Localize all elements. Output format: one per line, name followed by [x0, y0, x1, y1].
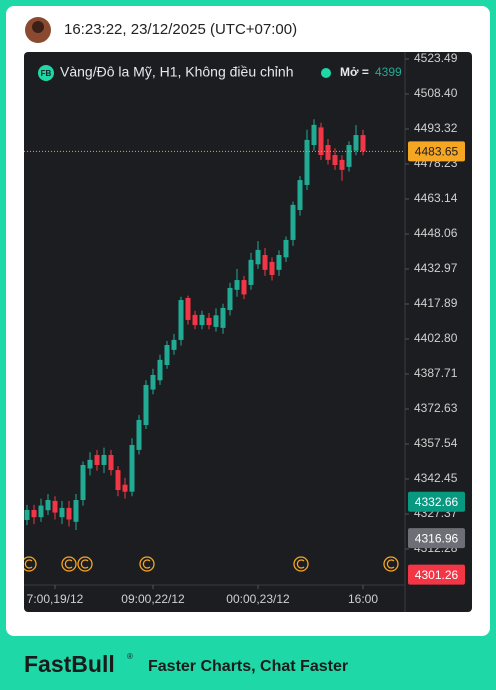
candle-body — [227, 287, 233, 310]
y-tick-label: 4493.32 — [414, 121, 458, 135]
price-badge-label: 4316.96 — [415, 531, 459, 545]
candle-body — [318, 127, 324, 156]
candle-body — [192, 314, 198, 326]
legend: FB Vàng/Đô la Mỹ, H1, Không điều chỉnh M… — [38, 64, 402, 81]
tagline: Faster Charts, Chat Faster — [148, 658, 348, 675]
events — [24, 556, 399, 572]
x-tick-label: 00:00,23/12 — [226, 592, 290, 606]
candle-body — [101, 455, 107, 465]
candle-body — [269, 261, 275, 275]
y-tick-label: 4342.45 — [414, 471, 458, 485]
candle-body — [339, 159, 345, 170]
price-badge — [408, 491, 465, 512]
axes: 4523.494508.404493.324478.234463.144448.… — [27, 51, 465, 606]
candle-body — [304, 139, 310, 185]
y-tick-label: 4402.80 — [414, 331, 458, 345]
candle-body — [290, 204, 296, 240]
brand-mark: ® — [127, 652, 133, 661]
legend-dot — [321, 68, 331, 78]
candle-body — [73, 500, 79, 522]
legend-symbol: Vàng/Đô la Mỹ, H1, Không điều chỉnh — [60, 64, 293, 80]
candle-body — [353, 135, 359, 151]
timestamp: 16:23:22, 23/12/2025 (UTC+07:00) — [64, 21, 297, 38]
y-tick-label: 4448.06 — [414, 226, 458, 240]
candle-body — [94, 455, 100, 465]
candle-body — [220, 307, 226, 328]
y-tick-label: 4432.97 — [414, 261, 458, 275]
candle-body — [38, 505, 44, 518]
candle-body — [115, 470, 121, 491]
candle-body — [262, 255, 268, 270]
candle-body — [171, 339, 177, 350]
y-tick-label: 4417.89 — [414, 296, 458, 310]
y-tick-label: 4463.14 — [414, 191, 458, 205]
candle-body — [199, 314, 205, 326]
candle-body — [255, 249, 261, 265]
candle-body — [241, 280, 247, 295]
candle-body — [157, 359, 163, 381]
legend-open-label: Mở = — [340, 65, 369, 79]
y-tick-label: 4372.63 — [414, 401, 458, 415]
candle-body — [59, 507, 65, 518]
avatar-face — [32, 21, 44, 33]
candle-body — [206, 317, 212, 326]
legend-icon — [38, 65, 54, 81]
price-badge-label: 4332.66 — [415, 495, 459, 509]
legend-open-value: 4399 — [375, 65, 402, 79]
candle-body — [143, 384, 149, 426]
candle-body — [24, 509, 30, 520]
price-badge-label: 4483.65 — [415, 145, 459, 159]
x-tick-label: 16:00 — [348, 592, 378, 606]
candle-body — [346, 145, 352, 167]
candle-body — [178, 300, 184, 340]
price-badge — [408, 141, 465, 162]
price-badge — [408, 564, 465, 585]
candle-body — [283, 239, 289, 258]
candle-body — [311, 124, 317, 146]
chart-panel — [24, 52, 472, 612]
candle-body — [108, 455, 114, 471]
candle-body — [360, 135, 366, 152]
candle-body — [45, 500, 51, 511]
candle-body — [52, 500, 58, 513]
y-tick-label: 4523.49 — [414, 51, 458, 65]
price-badge-label: 4301.26 — [415, 568, 459, 582]
candle-body — [276, 255, 282, 270]
brand: FastBull — [24, 651, 115, 677]
candle-body — [122, 484, 128, 492]
x-tick-label: 7:00,19/12 — [27, 592, 84, 606]
candle-body — [129, 445, 135, 492]
candle-body — [150, 374, 156, 390]
candle-body — [297, 180, 303, 210]
candle-body — [325, 145, 331, 160]
candle-body — [332, 155, 338, 165]
candle-body — [136, 419, 142, 450]
price-badge — [408, 528, 465, 549]
candle-body — [234, 280, 240, 290]
candle-body — [66, 507, 72, 520]
y-tick-label: 4387.71 — [414, 366, 458, 380]
candle-body — [80, 464, 86, 501]
candle-body — [87, 459, 93, 469]
candle-body — [31, 509, 37, 518]
y-tick-label: 4508.40 — [414, 86, 458, 100]
candle-body — [213, 315, 219, 327]
plot — [24, 119, 405, 530]
candle-body — [248, 259, 254, 285]
candle-body — [185, 297, 191, 320]
candle-body — [164, 345, 170, 365]
y-tick-label: 4357.54 — [414, 436, 458, 450]
x-tick-label: 09:00,22/12 — [121, 592, 185, 606]
legend-badge: FB — [41, 69, 52, 78]
